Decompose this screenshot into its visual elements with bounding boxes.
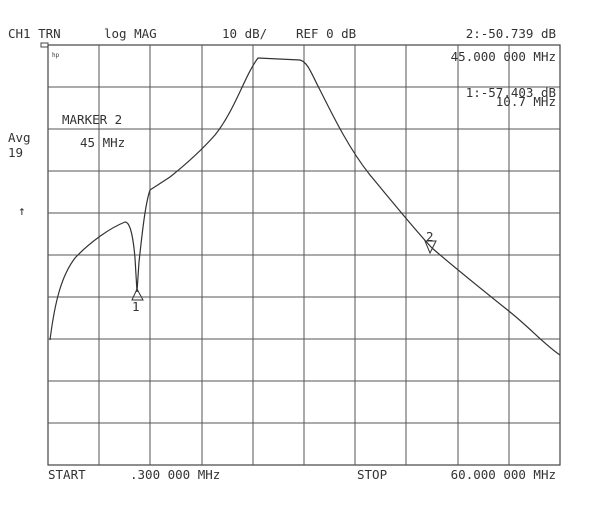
active-freq: 45.000 000 MHz [451, 49, 556, 64]
stop-label: STOP [357, 467, 387, 482]
marker-1-freq: 10.7 MHz [496, 94, 556, 109]
reference: REF 0 dB [296, 26, 356, 41]
marker-1-readout: 1:-57.403 dB [466, 85, 556, 100]
channel: CH1 TRN [8, 26, 61, 41]
ref-arrow: ↑ [18, 203, 26, 218]
marker-1-symbol [131, 287, 144, 301]
graticule [47, 44, 561, 466]
start-value: .300 000 MHz [130, 467, 220, 482]
marker-2-label: 2 [426, 229, 434, 244]
marker-1-label: 1 [132, 299, 140, 314]
ref-marker [40, 42, 49, 48]
logo: hp [52, 52, 60, 59]
stop-value: 60.000 000 MHz [451, 467, 556, 482]
trace [49, 57, 561, 356]
start-label: START [48, 467, 86, 482]
active-marker: 2:-50.739 dB [466, 26, 556, 41]
avg-label: Avg [8, 130, 31, 145]
avg-count: 19 [8, 145, 23, 160]
marker-box-freq: 45 MHz [80, 135, 125, 150]
marker-2-symbol [424, 240, 437, 255]
format: log MAG [104, 26, 157, 41]
scale: 10 dB/ [222, 26, 267, 41]
marker-box-title: MARKER 2 [62, 112, 122, 127]
